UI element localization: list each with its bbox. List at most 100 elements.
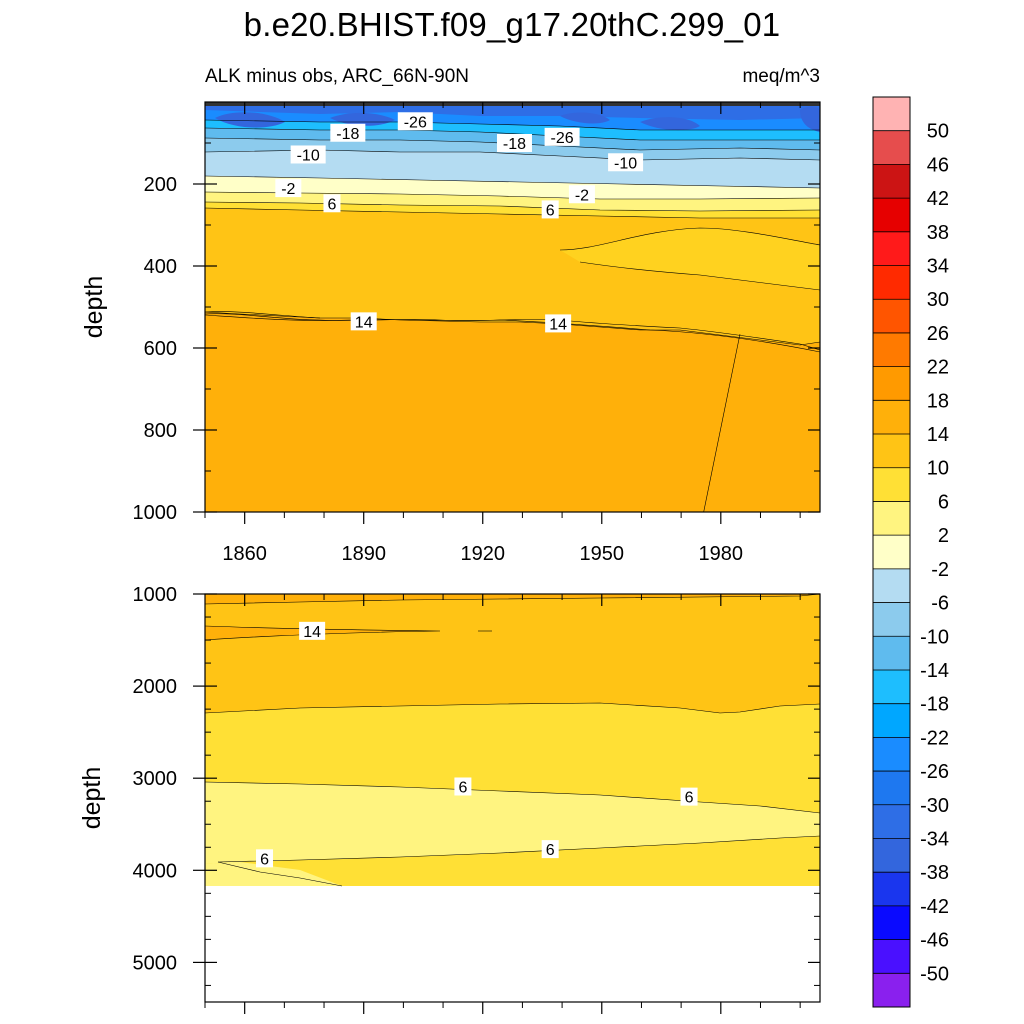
colorbar-swatch <box>873 164 910 199</box>
contour-label-box <box>350 312 377 331</box>
contour-label-box <box>680 787 698 806</box>
colorbar-label: -10 <box>920 626 949 648</box>
contour-label: -10 <box>290 145 326 164</box>
contour-label: -10 <box>608 153 644 172</box>
bottom-panel-axes: 1000 2000 3000 4000 5000 <box>133 584 820 1014</box>
contour-label-box <box>496 134 532 152</box>
contour-line <box>205 781 820 814</box>
x-tick-label: 1890 <box>341 543 386 565</box>
colorbar-swatch <box>873 198 910 233</box>
colorbar-label: 46 <box>927 154 949 176</box>
contour-label-box <box>256 849 274 868</box>
y-tick-label: 800 <box>144 420 177 442</box>
contour-label: 14 <box>545 314 572 333</box>
fill-band-8 <box>560 228 820 290</box>
contour-label-box <box>275 179 302 198</box>
colorbar-label: 38 <box>927 222 949 244</box>
contour-line-14 <box>205 313 820 351</box>
contour-label-text: -26 <box>551 130 574 147</box>
contour-label-box <box>290 145 326 164</box>
x-tick-label: 1950 <box>580 543 625 565</box>
colorbar-swatch <box>873 467 910 502</box>
colorbar-label: 26 <box>927 323 949 345</box>
contour-label-text: 6 <box>260 851 269 868</box>
bottom-panel <box>205 594 820 1002</box>
contour-label-text: 6 <box>328 196 337 213</box>
contour-label-text: 14 <box>549 316 567 333</box>
contour-line <box>205 625 441 641</box>
top-panel <box>205 102 820 512</box>
colorbar-swatch <box>873 366 910 401</box>
contour-label-text: -10 <box>614 155 637 172</box>
colorbar-label: 42 <box>927 188 949 210</box>
colorbar-label: -34 <box>920 828 949 850</box>
contour-line <box>205 702 820 714</box>
colorbar-swatch <box>873 703 910 738</box>
contour-label: 6 <box>256 849 274 868</box>
contour-label: -26 <box>397 112 433 131</box>
colorbar-swatch <box>873 130 910 165</box>
colorbar-label: -30 <box>920 795 949 817</box>
colorbar-label: 30 <box>927 289 949 311</box>
colorbar-label: -2 <box>931 559 949 581</box>
y-tick-label: 2000 <box>133 676 178 698</box>
contour-label-box <box>545 314 572 333</box>
contour-label-text: 6 <box>685 790 694 807</box>
x-tick-label: 1980 <box>699 543 744 565</box>
bottom-panel-frame <box>204 593 821 1003</box>
contour-label-text: -2 <box>575 187 589 204</box>
top-panel-axes: 200 400 600 800 1000 1860 1890 1920 1950 1980 <box>133 102 820 565</box>
colorbar-label: -38 <box>920 862 949 884</box>
contour-line <box>205 594 820 605</box>
contour-label-text: 14 <box>303 624 321 641</box>
contour-label-box <box>330 123 366 142</box>
x-tick-label: 1860 <box>222 543 267 565</box>
contour-line <box>205 201 820 212</box>
contour-label: -26 <box>544 127 580 147</box>
contour-label-text: -10 <box>297 147 320 164</box>
y-tick-label: 5000 <box>133 952 178 974</box>
colorbar-swatch <box>873 299 910 334</box>
contour-label-box <box>323 194 341 213</box>
colorbar-label: 34 <box>927 256 949 278</box>
contour-label-box <box>568 185 595 204</box>
y-tick-label: 4000 <box>133 860 178 882</box>
contour-line <box>205 119 820 131</box>
contour-label: 6 <box>323 194 341 213</box>
colorbar-swatch <box>873 669 910 704</box>
contour-label-text: 6 <box>546 842 555 859</box>
colorbar-label: 6 <box>938 491 949 513</box>
colorbar-label: 14 <box>927 424 949 446</box>
colorbar-swatch <box>873 602 910 637</box>
colorbar-swatch <box>873 265 910 300</box>
contour-label-text: 6 <box>546 202 555 219</box>
colorbar-swatch <box>873 535 910 570</box>
contour-label-text: -18 <box>336 126 359 143</box>
contour-label-box <box>299 621 326 640</box>
colorbar-swatch <box>873 568 910 603</box>
bottom-panel-contours <box>205 594 820 887</box>
contour-label-box <box>541 200 559 219</box>
colorbar-label: 18 <box>927 390 949 412</box>
contour-label: 6 <box>541 840 559 859</box>
y-tick-label: 1000 <box>133 584 178 606</box>
no-data-region <box>205 886 820 1002</box>
colorbar-label: 2 <box>938 525 949 547</box>
y-tick-label: 3000 <box>133 768 178 790</box>
contour-label: -18 <box>330 123 366 143</box>
colorbar-label: 22 <box>927 357 949 379</box>
colorbar-swatch <box>873 804 910 839</box>
contour-label-box <box>608 153 644 172</box>
colorbar-swatch <box>873 332 910 367</box>
colorbar-label: -6 <box>931 593 949 615</box>
contour-label: 6 <box>454 777 472 796</box>
colorbar-swatch <box>873 400 910 435</box>
contour-line-14b <box>205 311 321 319</box>
colorbar-swatch <box>873 737 910 772</box>
contour-label: -2 <box>275 179 302 198</box>
contour-label: 6 <box>680 787 698 807</box>
contour-label-box <box>454 777 472 796</box>
y-tick-label: 400 <box>144 256 177 278</box>
colorbar-swatch <box>873 973 910 1008</box>
y-tick-label: 600 <box>144 338 177 360</box>
